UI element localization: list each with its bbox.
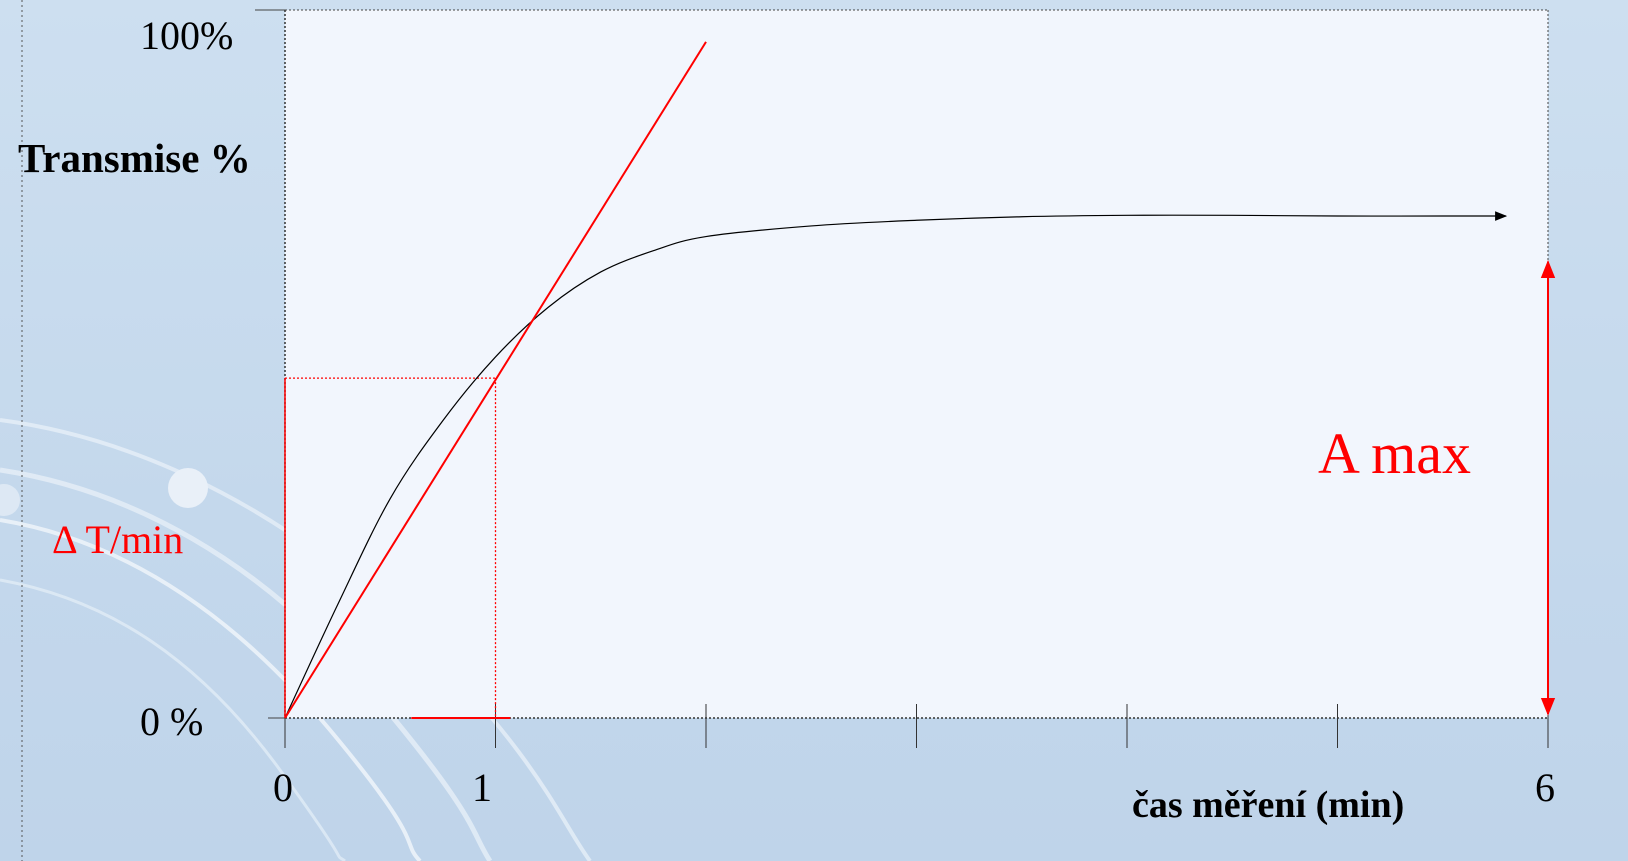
x-tick-label-0: 0 xyxy=(273,765,293,810)
y-tick-label-bottom: 0 % xyxy=(140,699,204,744)
amax-label: A max xyxy=(1318,421,1472,486)
y-tick-label-top: 100% xyxy=(140,13,234,58)
series-line-1 xyxy=(284,41,707,719)
slope-box xyxy=(284,377,511,719)
x-tick-label-6: 6 xyxy=(1535,765,1555,810)
series-line-0 xyxy=(284,211,1508,719)
slope-label: Δ T/min xyxy=(52,517,184,562)
x-tick-label-1: 1 xyxy=(472,765,492,810)
series-group xyxy=(284,41,1508,719)
plot-area xyxy=(285,10,1548,718)
x-axis-title: čas měření (min) xyxy=(1132,784,1405,826)
y-axis-title: Transmise % xyxy=(18,135,251,181)
